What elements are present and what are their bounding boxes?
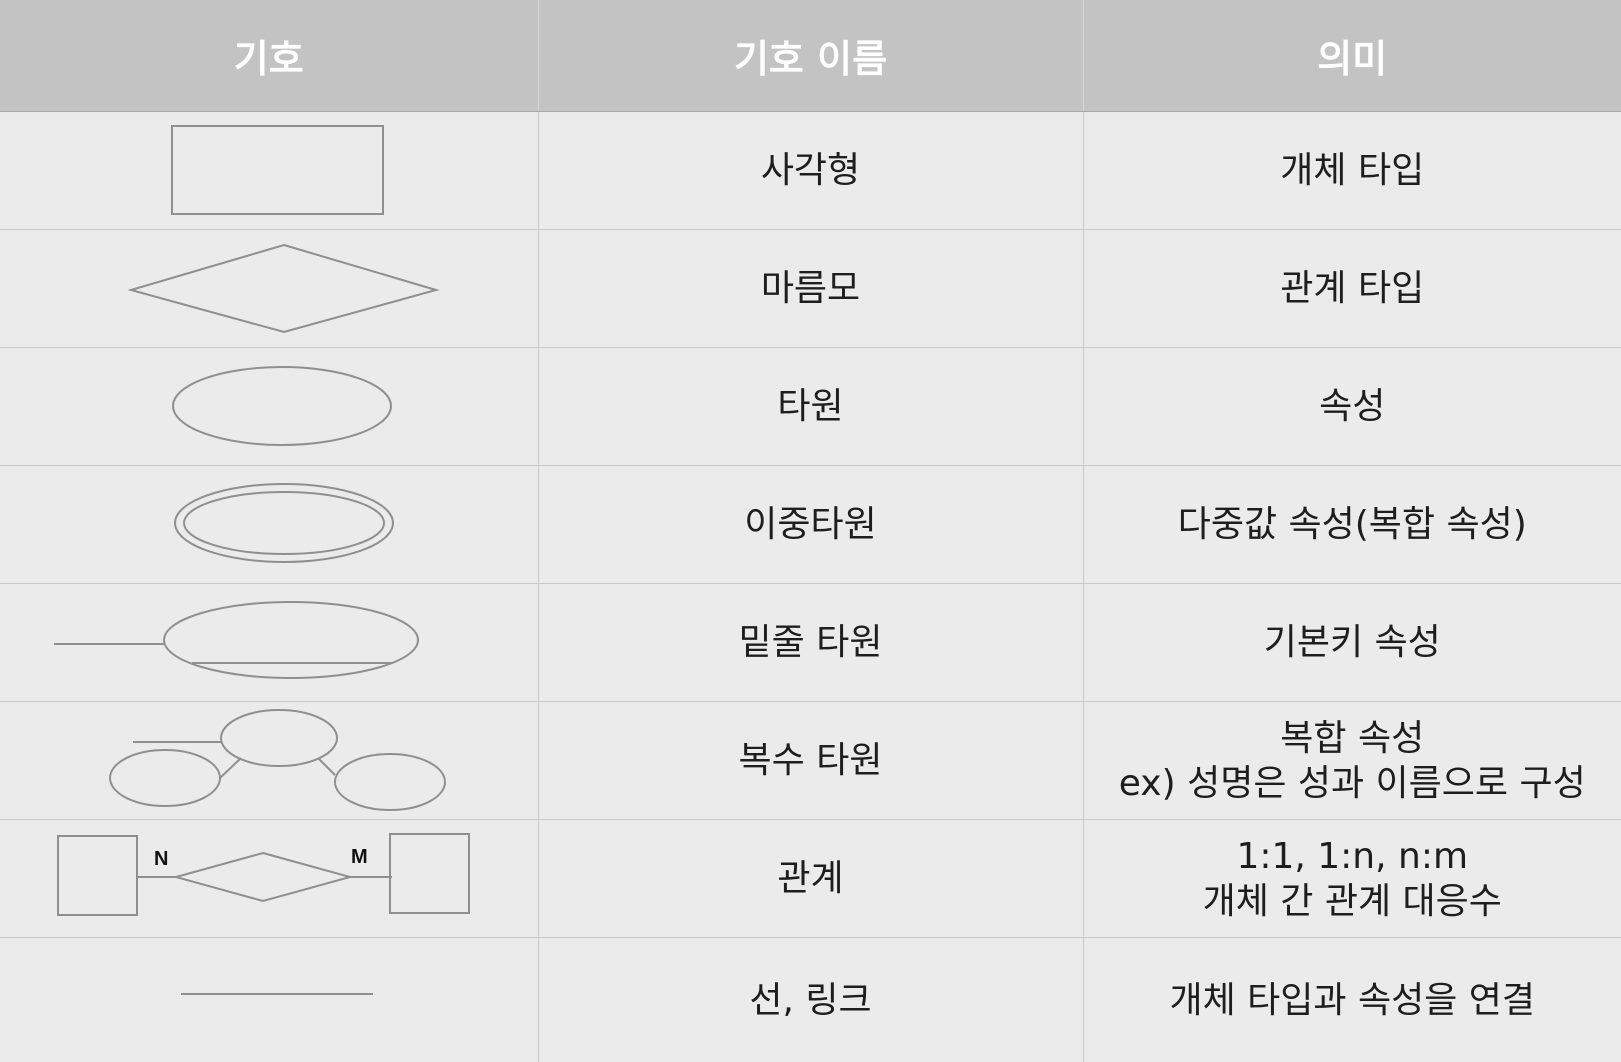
table-row: 타원 속성 — [0, 348, 1621, 466]
symbol-name: 타원 — [538, 348, 1083, 466]
symbol-meaning: 관계 타입 — [1083, 230, 1621, 348]
table-row: 이중타원 다중값 속성(복합 속성) — [0, 466, 1621, 584]
symbol-name: 선, 링크 — [538, 938, 1083, 1062]
symbol-meaning: 1:1, 1:n, n:m 개체 간 관계 대응수 — [1083, 820, 1621, 938]
header-row: 기호 기호 이름 의미 — [0, 0, 1621, 112]
symbol-meaning: 복합 속성 ex) 성명은 성과 이름으로 구성 — [1083, 702, 1621, 820]
table-row: N M 관계 1:1, 1:n, n:m 개체 간 관계 대응수 — [0, 820, 1621, 938]
symbol-cell — [0, 348, 538, 466]
diamond-icon — [0, 230, 538, 347]
symbol-meaning: 개체 타입과 속성을 연결 — [1083, 938, 1621, 1062]
symbol-cell — [0, 702, 538, 820]
cardinality-right-label: M — [351, 846, 368, 868]
symbol-name: 이중타원 — [538, 466, 1083, 584]
symbol-cell — [0, 938, 538, 1062]
symbol-name: 사각형 — [538, 112, 1083, 230]
symbol-meaning: 개체 타입 — [1083, 112, 1621, 230]
symbol-meaning: 속성 — [1083, 348, 1621, 466]
line-icon — [0, 938, 538, 1062]
symbol-name: 복수 타원 — [538, 702, 1083, 820]
header-name: 기호 이름 — [538, 0, 1083, 112]
table-row: 사각형 개체 타입 — [0, 112, 1621, 230]
symbol-name: 밑줄 타원 — [538, 584, 1083, 702]
symbol-cell — [0, 584, 538, 702]
relationship-icon: N M — [0, 820, 538, 937]
table-row: 마름모 관계 타입 — [0, 230, 1621, 348]
symbol-meaning: 다중값 속성(복합 속성) — [1083, 466, 1621, 584]
symbol-name: 관계 — [538, 820, 1083, 938]
rectangle-icon — [0, 112, 538, 229]
symbol-cell — [0, 466, 538, 584]
symbol-cell — [0, 112, 538, 230]
double-ellipse-icon — [0, 466, 538, 583]
header-meaning: 의미 — [1083, 0, 1621, 112]
symbol-meaning: 기본키 속성 — [1083, 584, 1621, 702]
table-row: 복수 타원 복합 속성 ex) 성명은 성과 이름으로 구성 — [0, 702, 1621, 820]
composite-ellipses-icon — [0, 702, 538, 819]
ellipse-icon — [0, 348, 538, 465]
symbol-name: 마름모 — [538, 230, 1083, 348]
symbol-cell — [0, 230, 538, 348]
symbol-cell: N M — [0, 820, 538, 938]
cardinality-left-label: N — [154, 848, 168, 870]
underlined-ellipse-icon — [0, 584, 538, 701]
table-row: 선, 링크 개체 타입과 속성을 연결 — [0, 938, 1621, 1062]
header-symbol: 기호 — [0, 0, 538, 112]
table-row: 밑줄 타원 기본키 속성 — [0, 584, 1621, 702]
